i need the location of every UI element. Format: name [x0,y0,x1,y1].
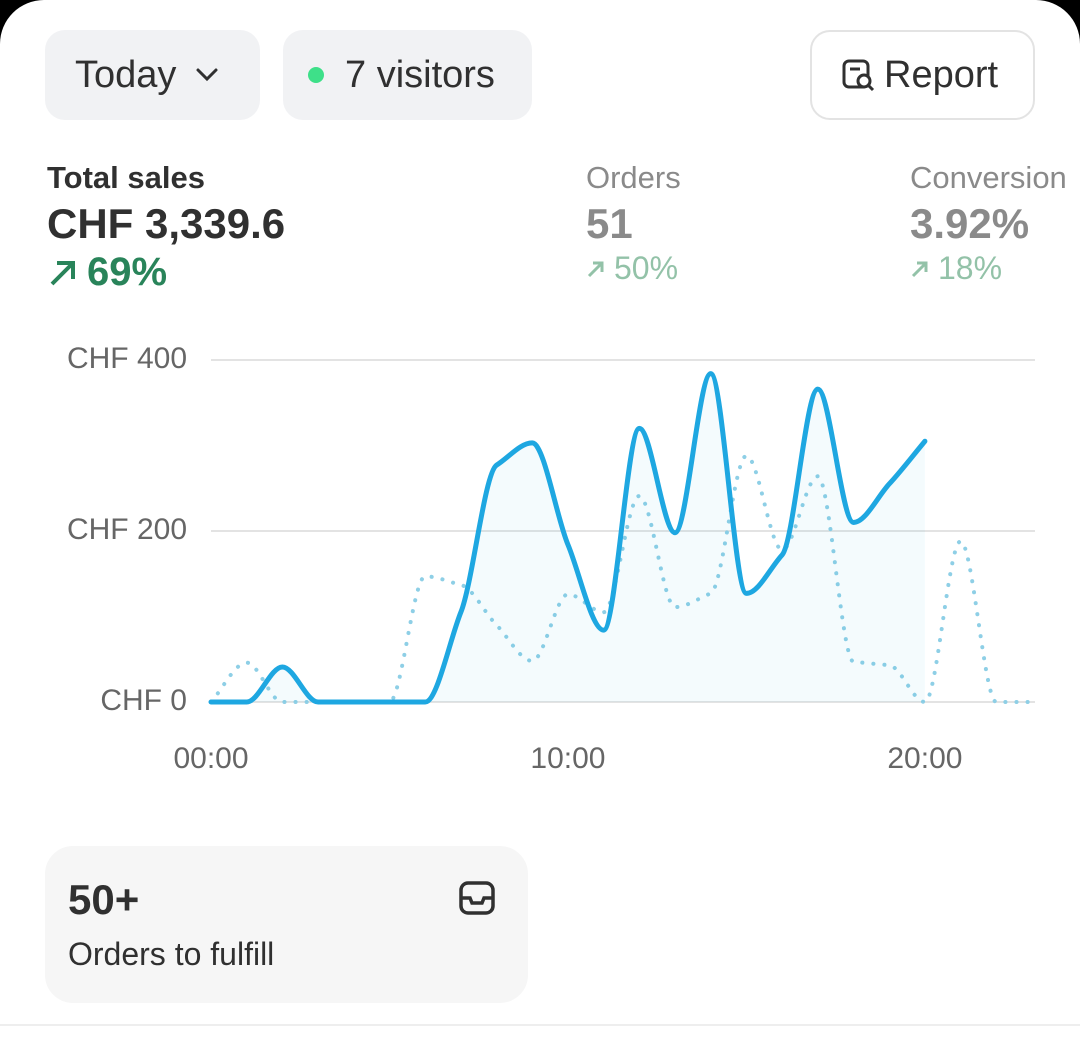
fulfill-card[interactable]: 50+ Orders to fulfill [45,846,528,1003]
metric[interactable]: Conversion 3.92% 18% [910,160,1067,287]
metric-change: 18% [910,250,1067,287]
report-icon [842,59,875,92]
metric-change: 50% [586,250,681,287]
up-arrow [911,261,928,277]
visitors-button[interactable]: 7 visitors [283,30,532,120]
comparison-line [209,453,1034,705]
y-tick-label: CHF 200 [67,513,187,546]
metric-value: 51 [586,200,633,247]
chevron-icon [196,68,218,82]
change-text: 18% [938,250,1003,286]
up-arrow [50,260,75,285]
metric-label: Conversion [910,160,1067,195]
y-tick-label: CHF 400 [67,342,187,375]
metric-value: 3.92% [910,200,1030,247]
inbox-icon [459,881,495,915]
sales-chart: CHF 0 CHF 200 CHF 400 00:00 10:00 20:00 [67,342,1035,775]
visitors-label: 7 visitors [345,53,495,96]
line [208,371,928,705]
metric[interactable]: Orders 51 50% [586,160,681,287]
x-tick-label: 00:00 [173,742,248,775]
metric-change: 69% [47,250,285,295]
y-tick-label: CHF 0 [100,684,187,717]
period-button[interactable]: Today [45,30,260,120]
live-dot [308,67,324,83]
x-tick-label: 20:00 [887,742,962,775]
report-label: Report [884,53,999,96]
metric-value: CHF 3,339.6 [47,200,286,247]
change-text: 69% [87,250,168,294]
card-label: Orders to fulfill [68,936,275,972]
up-arrow [587,261,604,277]
area [211,373,925,702]
x-tick-label: 10:00 [530,742,605,775]
period-label: Today [75,53,177,96]
report-button[interactable]: Report [810,30,1035,120]
metric-label: Total sales [47,160,205,195]
card-value: 50+ [68,876,140,923]
change-text: 50% [614,250,679,286]
metric-label: Orders [586,160,681,195]
divider [0,1024,1080,1026]
metric[interactable]: Total sales CHF 3,339.6 69% [47,160,285,295]
